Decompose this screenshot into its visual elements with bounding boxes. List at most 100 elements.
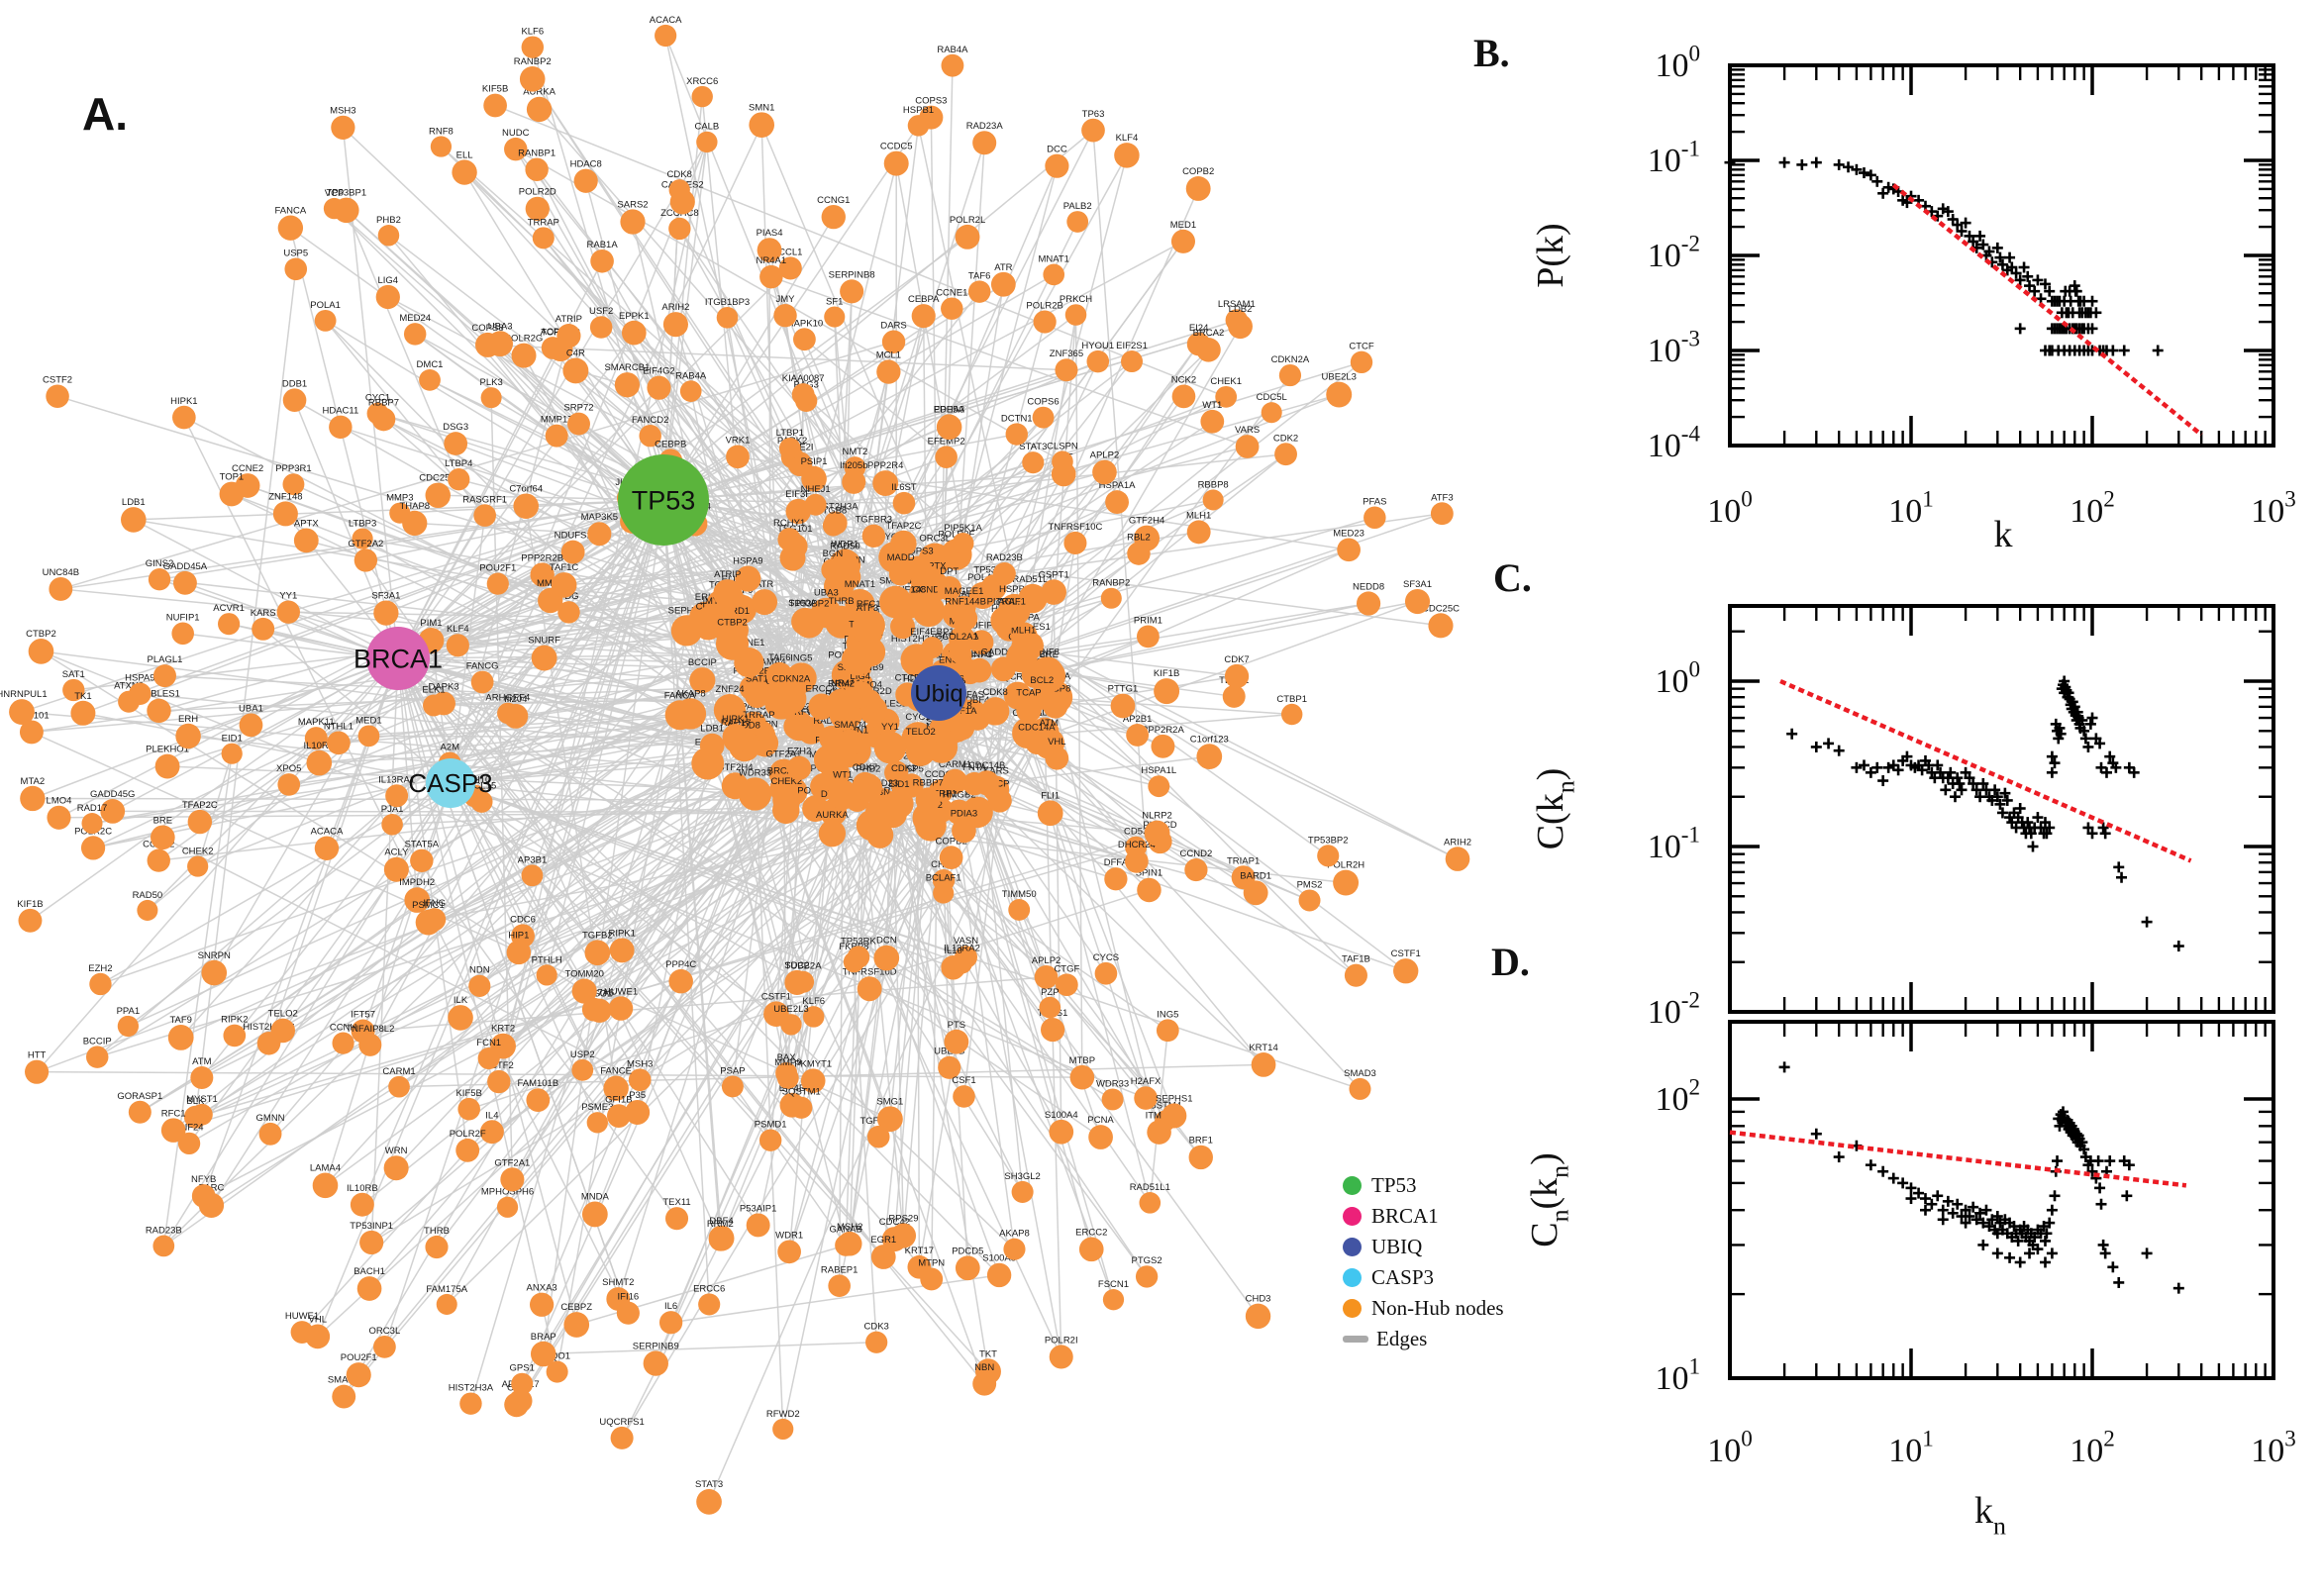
svg-text:CDC6: CDC6 bbox=[510, 914, 536, 925]
svg-text:100: 100 bbox=[1707, 487, 1753, 530]
svg-text:PSME3: PSME3 bbox=[581, 1102, 613, 1113]
legend-item-ubiq: UBIQ bbox=[1343, 1232, 1504, 1262]
svg-text:RBBP7: RBBP7 bbox=[368, 398, 399, 409]
svg-text:NUFIP1: NUFIP1 bbox=[964, 620, 998, 631]
svg-text:RRM2: RRM2 bbox=[828, 679, 855, 690]
svg-text:RCHY1: RCHY1 bbox=[773, 518, 805, 529]
svg-text:GFI1B: GFI1B bbox=[605, 1094, 632, 1105]
svg-text:CCDC5: CCDC5 bbox=[925, 769, 958, 780]
svg-text:NR4A1: NR4A1 bbox=[831, 678, 861, 689]
svg-text:WDR33: WDR33 bbox=[1096, 1078, 1129, 1089]
svg-text:TFAP2C: TFAP2C bbox=[182, 800, 218, 811]
svg-text:WDR33: WDR33 bbox=[739, 767, 771, 778]
svg-text:LMO4: LMO4 bbox=[47, 796, 72, 807]
svg-text:ITM2B: ITM2B bbox=[1146, 1110, 1173, 1121]
svg-text:IL10: IL10 bbox=[944, 946, 962, 956]
svg-text:KARS: KARS bbox=[983, 766, 1009, 777]
svg-text:AP2B1: AP2B1 bbox=[1123, 714, 1153, 725]
hub-tp53: TP53 bbox=[618, 454, 709, 546]
network-legend: TP53 BRCA1 UBIQ CASP3 Non-Hub nodes Edges bbox=[1343, 1170, 1504, 1354]
svg-text:KIF1B: KIF1B bbox=[1154, 668, 1179, 679]
svg-text:MAP3K5: MAP3K5 bbox=[581, 512, 619, 523]
svg-text:BLK: BLK bbox=[186, 1096, 205, 1107]
svg-text:CCNE1: CCNE1 bbox=[733, 638, 764, 648]
svg-text:CDK3: CDK3 bbox=[891, 763, 916, 774]
legend-label: TP53 bbox=[1371, 1173, 1417, 1197]
svg-text:TOMM20: TOMM20 bbox=[564, 968, 603, 979]
svg-text:SQSTM1: SQSTM1 bbox=[782, 1087, 821, 1098]
legend-label: CASP3 bbox=[1371, 1265, 1435, 1289]
svg-text:S100A4: S100A4 bbox=[1045, 1110, 1078, 1121]
svg-text:CDC14A: CDC14A bbox=[1018, 723, 1056, 734]
svg-text:UNC84B: UNC84B bbox=[43, 567, 80, 578]
hub-brca1: BRCA1 bbox=[354, 627, 443, 690]
svg-text:SMN1: SMN1 bbox=[749, 102, 774, 113]
svg-text:TERF1: TERF1 bbox=[927, 788, 957, 799]
legend-item-non-hub-nodes: Non-Hub nodes bbox=[1343, 1293, 1504, 1324]
svg-text:MAGEE1: MAGEE1 bbox=[945, 586, 984, 597]
svg-text:CEBPA: CEBPA bbox=[908, 294, 940, 305]
svg-text:KARS: KARS bbox=[251, 608, 276, 619]
svg-text:FCN1: FCN1 bbox=[476, 1038, 501, 1048]
svg-text:ATF3: ATF3 bbox=[857, 603, 879, 614]
svg-text:PSMD1: PSMD1 bbox=[755, 1119, 787, 1130]
svg-text:EID1: EID1 bbox=[888, 779, 909, 790]
svg-text:101: 101 bbox=[1888, 487, 1934, 530]
svg-text:C4R: C4R bbox=[566, 348, 585, 358]
panel-label-a: A. bbox=[82, 88, 128, 140]
svg-text:SNRPN: SNRPN bbox=[198, 950, 231, 961]
svg-text:102: 102 bbox=[2070, 1427, 2115, 1469]
svg-text:ERCC6: ERCC6 bbox=[806, 683, 838, 694]
panel-label-c: C. bbox=[1493, 555, 1532, 600]
svg-text:THRB: THRB bbox=[424, 1226, 450, 1237]
svg-text:FAM175A: FAM175A bbox=[426, 1284, 467, 1295]
svg-text:Ifi204: Ifi204 bbox=[504, 694, 527, 705]
svg-text:ELK1: ELK1 bbox=[422, 685, 445, 696]
svg-text:POLR2I: POLR2I bbox=[1045, 1335, 1078, 1346]
svg-text:MED1: MED1 bbox=[355, 715, 381, 726]
fit-line bbox=[1779, 678, 2192, 863]
svg-text:HIST2H3A: HIST2H3A bbox=[813, 502, 858, 513]
svg-text:PALB2: PALB2 bbox=[1063, 201, 1092, 212]
svg-text:UBE2L3: UBE2L3 bbox=[773, 1004, 808, 1015]
svg-text:TFAP2C: TFAP2C bbox=[885, 521, 921, 532]
legend-label: BRCA1 bbox=[1371, 1204, 1439, 1228]
svg-text:AP3B1: AP3B1 bbox=[518, 854, 548, 865]
svg-text:USP5: USP5 bbox=[899, 763, 924, 774]
svg-text:TAF1A: TAF1A bbox=[949, 706, 978, 717]
svg-text:100: 100 bbox=[1707, 1427, 1753, 1469]
svg-text:P35: P35 bbox=[629, 1090, 646, 1101]
svg-text:CDK3: CDK3 bbox=[863, 1322, 888, 1333]
svg-text:USF2: USF2 bbox=[589, 306, 613, 317]
svg-text:PPP3R1: PPP3R1 bbox=[275, 463, 311, 474]
svg-text:PLK3: PLK3 bbox=[480, 377, 503, 388]
svg-text:LAMA4: LAMA4 bbox=[755, 657, 785, 668]
svg-text:10-2: 10-2 bbox=[1648, 232, 1700, 274]
scatter-points bbox=[1786, 675, 2184, 952]
svg-text:101: 101 bbox=[1888, 1427, 1934, 1469]
svg-text:RFWD2: RFWD2 bbox=[766, 1409, 800, 1420]
fit-line bbox=[1729, 1130, 2187, 1188]
svg-text:RAB4A: RAB4A bbox=[675, 370, 707, 381]
svg-text:CTCF: CTCF bbox=[895, 672, 921, 683]
svg-text:NDN: NDN bbox=[469, 965, 490, 976]
svg-text:SERPINB8: SERPINB8 bbox=[829, 269, 875, 280]
svg-text:CCL1: CCL1 bbox=[778, 247, 802, 257]
svg-text:RIPK2: RIPK2 bbox=[221, 1015, 248, 1026]
svg-text:PFAS: PFAS bbox=[1363, 497, 1386, 508]
svg-text:DSG3: DSG3 bbox=[443, 422, 468, 433]
svg-text:COPS3: COPS3 bbox=[915, 96, 947, 107]
svg-text:MED24: MED24 bbox=[399, 313, 431, 324]
svg-text:LDB1: LDB1 bbox=[122, 497, 146, 508]
svg-text:CABLES1: CABLES1 bbox=[138, 689, 180, 700]
svg-text:CDKN2A: CDKN2A bbox=[772, 673, 811, 684]
svg-text:CDK7: CDK7 bbox=[853, 762, 877, 773]
svg-text:POLR2G: POLR2G bbox=[505, 334, 544, 345]
svg-text:FLI1: FLI1 bbox=[1041, 790, 1060, 801]
svg-text:CTGF: CTGF bbox=[1054, 963, 1079, 974]
svg-text:RNF144B: RNF144B bbox=[945, 597, 986, 608]
svg-text:NFYB: NFYB bbox=[191, 1174, 216, 1185]
svg-text:RASGRF1: RASGRF1 bbox=[462, 494, 507, 505]
svg-text:RFC1: RFC1 bbox=[857, 599, 881, 610]
svg-text:ORC3L: ORC3L bbox=[369, 1326, 401, 1337]
